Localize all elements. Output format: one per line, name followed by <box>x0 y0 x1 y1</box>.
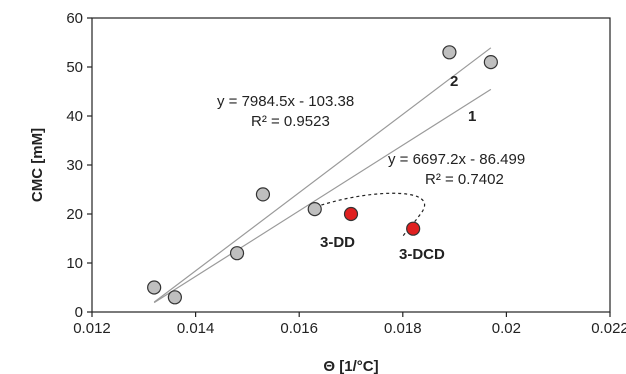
x-tick-label: 0.02 <box>492 320 521 337</box>
y-tick-label: 20 <box>66 206 83 223</box>
trendline-label-1: 1 <box>468 108 476 125</box>
x-tick-label: 0.016 <box>280 320 318 337</box>
trendline-2 <box>153 47 492 303</box>
y-tick-label: 30 <box>66 157 83 174</box>
data-point <box>442 45 457 60</box>
y-tick-label: 60 <box>66 10 83 27</box>
y-axis-title: CMC [mM] <box>29 128 46 202</box>
trendline-label-2: 2 <box>450 73 458 90</box>
data-point <box>167 290 182 305</box>
equation-2: y = 7984.5x - 103.38 <box>217 93 354 110</box>
plot-area <box>91 17 611 313</box>
dd-dcd-connector <box>309 192 426 239</box>
x-tick-label: 0.014 <box>177 320 215 337</box>
data-point <box>307 202 322 217</box>
r2-1: R² = 0.7402 <box>425 171 504 188</box>
data-point-3-dcd <box>406 221 421 236</box>
trendline-1 <box>153 88 492 304</box>
data-point-3-dd <box>343 206 359 222</box>
data-point <box>229 246 245 261</box>
data-point <box>147 280 162 295</box>
data-point <box>483 54 498 70</box>
point-label-3-dcd: 3-DCD <box>399 246 445 263</box>
y-tick-label: 50 <box>66 59 83 76</box>
y-tick-label: 40 <box>66 108 83 125</box>
r2-2: R² = 0.9523 <box>251 113 330 130</box>
data-point <box>255 187 271 202</box>
x-tick-label: 0.022 <box>591 320 626 337</box>
y-tick-label: 10 <box>66 255 83 272</box>
x-tick-label: 0.012 <box>73 320 111 337</box>
y-tick-label: 0 <box>75 304 83 321</box>
point-label-3-dd: 3-DD <box>320 234 355 251</box>
x-tick-label: 0.018 <box>384 320 422 337</box>
equation-1: y = 6697.2x - 86.499 <box>388 151 525 168</box>
x-axis-title: Θ [1/°C] <box>323 358 378 374</box>
